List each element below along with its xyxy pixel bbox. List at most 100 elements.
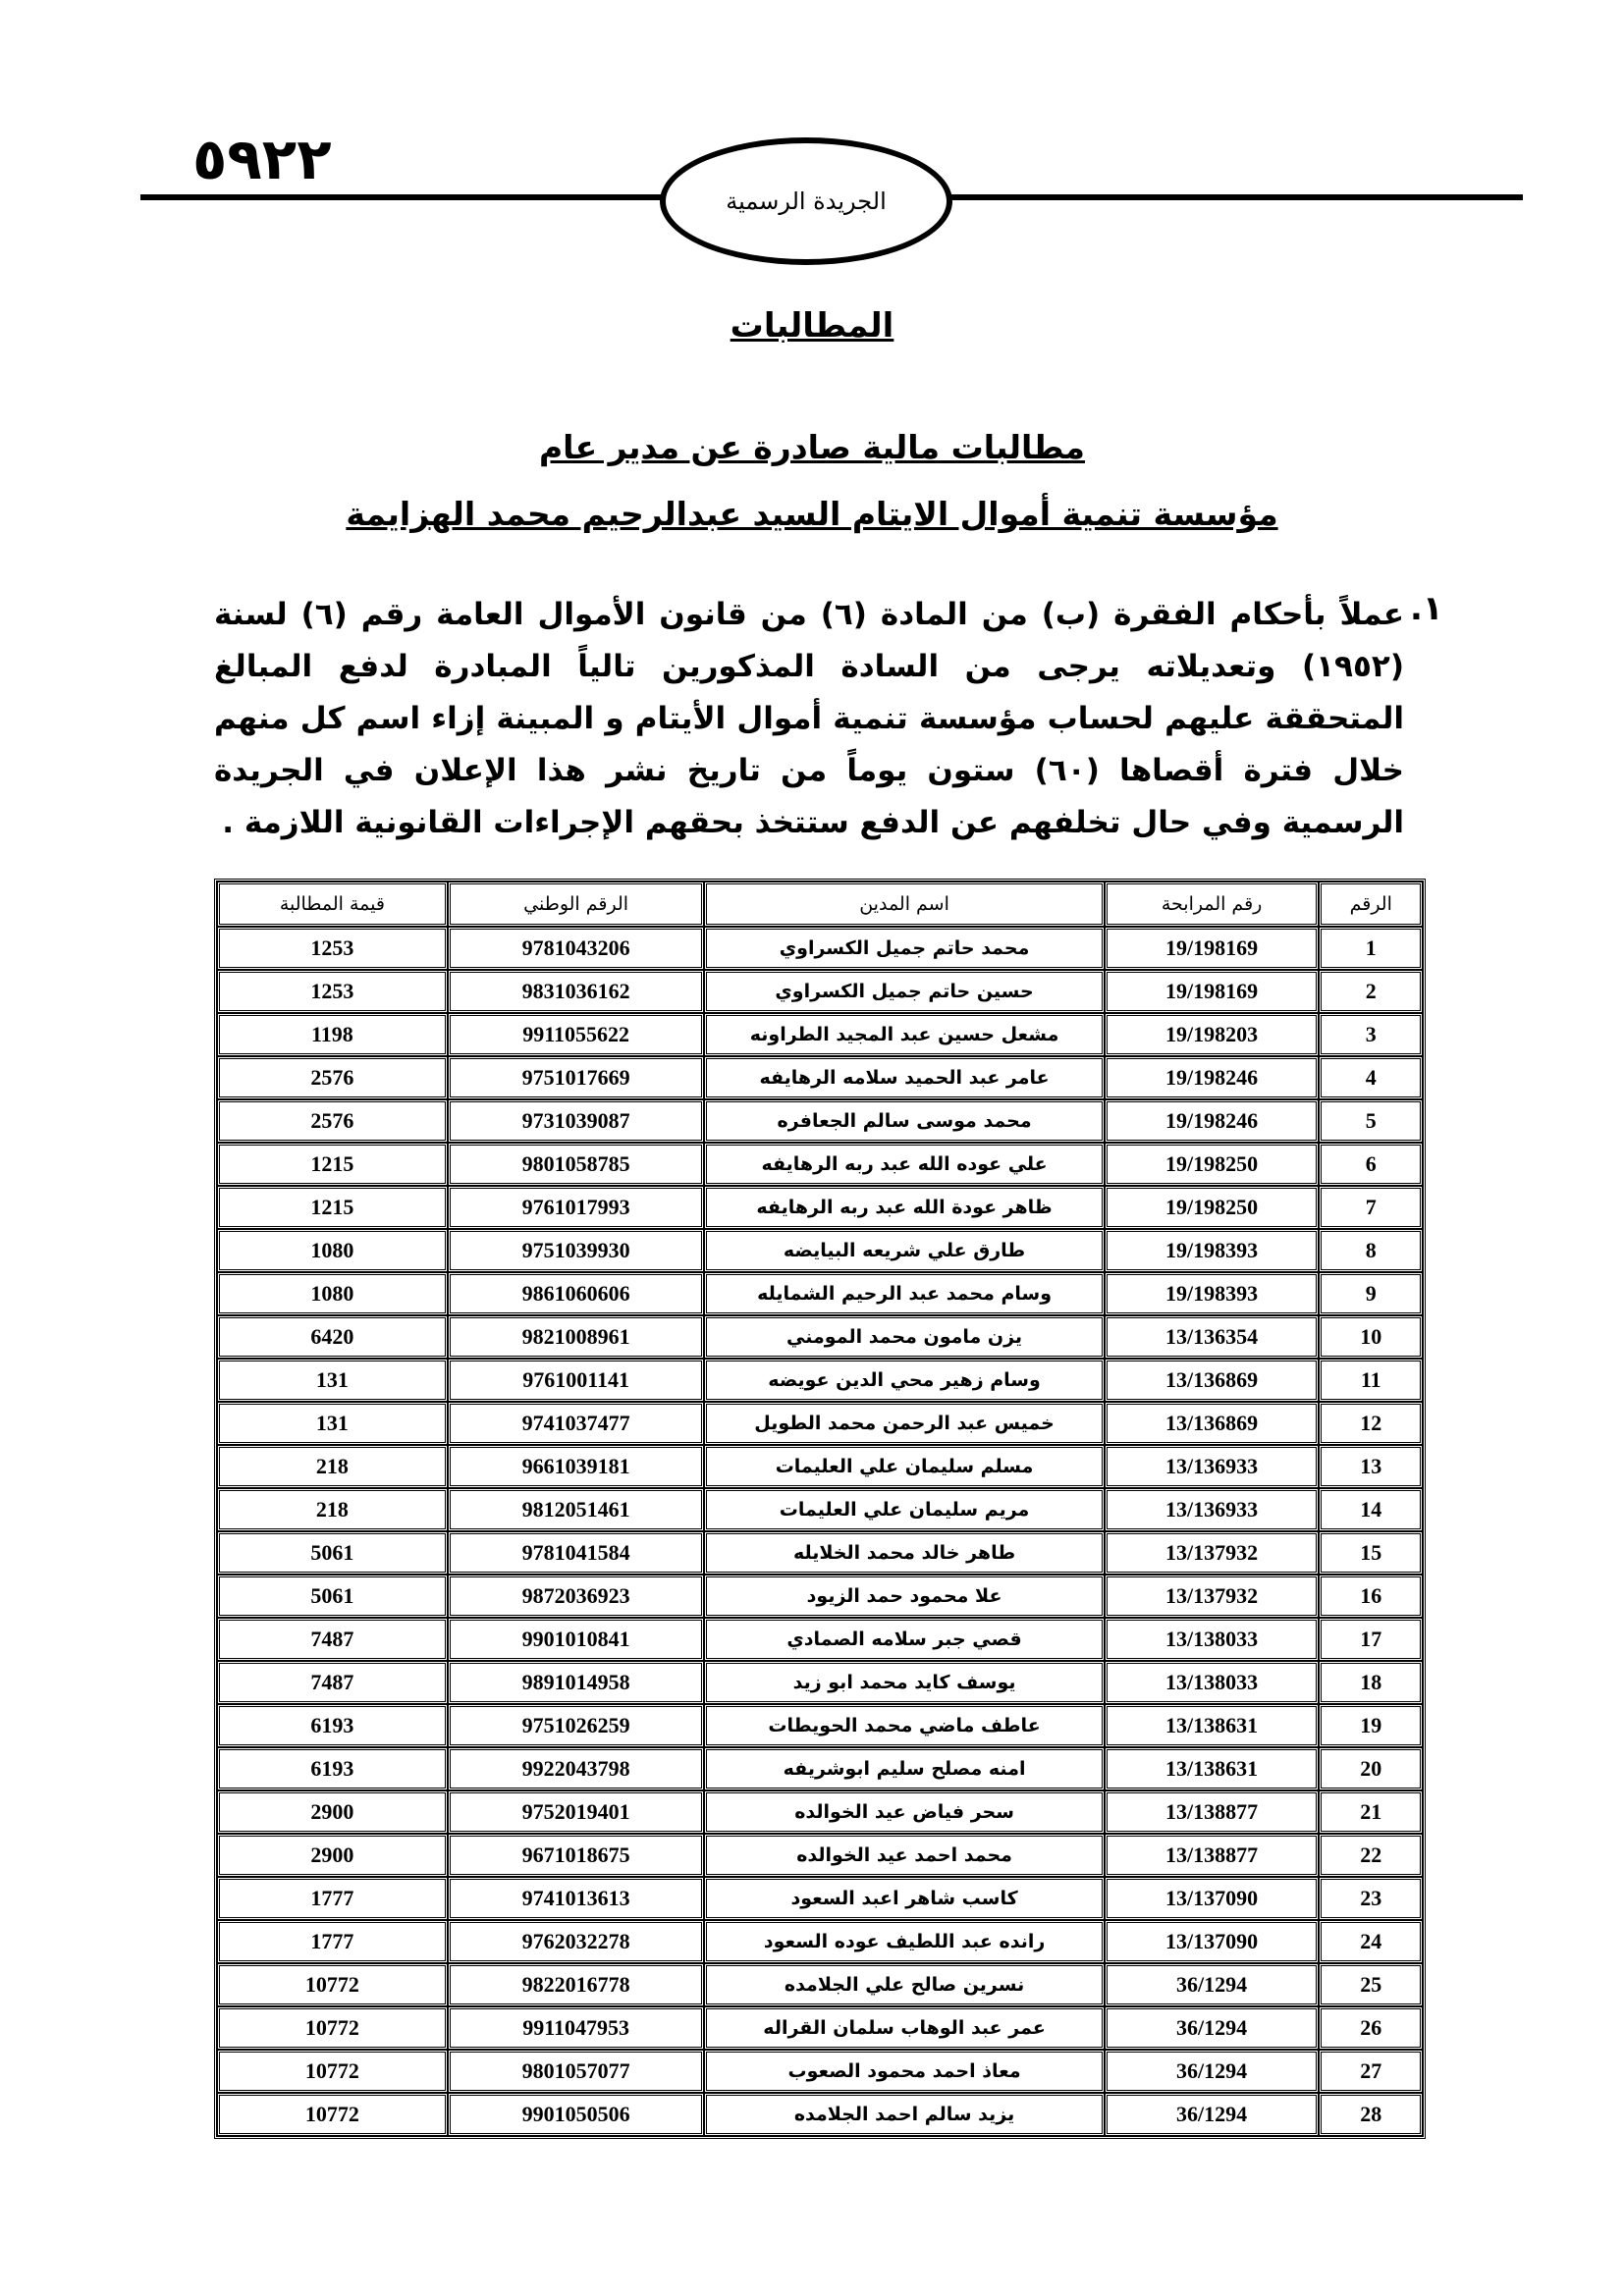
debtor-name: رانده عبد اللطيف عوده السعود (704, 1920, 1105, 1963)
header-claim-amount: قيمة المطالبة (217, 881, 448, 927)
murabaha-number: 36/1294 (1104, 2006, 1320, 2050)
murabaha-number: 13/137090 (1104, 1877, 1320, 1920)
debtor-name: حسين حاتم جميل الكسراوي (704, 970, 1105, 1013)
national-id: 9901050506 (447, 2093, 705, 2136)
row-index: 16 (1319, 1575, 1423, 1618)
table-row: 27 36/1294 معاذ احمد محمود الصعوب 980105707… (217, 2050, 1423, 2093)
table-row: 22 13/138877 محمد احمد عيد الخوالده 9671018… (217, 1834, 1423, 1877)
table-row: 15 13/137932 طاهر خالد محمد الخلايله 978104… (217, 1531, 1423, 1575)
table-row: 18 13/138033 يوسف كايد محمد ابو زيد 9891014… (217, 1661, 1423, 1704)
debtor-name: يزن مامون محمد المومني (704, 1315, 1105, 1359)
publication-name: الجريدة الرسمية (726, 187, 887, 215)
claim-amount: 10772 (217, 2050, 448, 2093)
row-index: 17 (1319, 1618, 1423, 1661)
row-index: 26 (1319, 2006, 1423, 2050)
debtor-name: محمد موسى سالم الجعافره (704, 1099, 1105, 1143)
table-row: 16 13/137932 علا محمود حمد الزيود 987203692… (217, 1575, 1423, 1618)
table-row: 17 13/138033 قصي جبر سلامه الصمادي 99010108… (217, 1618, 1423, 1661)
claim-amount: 218 (217, 1445, 448, 1488)
murabaha-number: 19/198250 (1104, 1143, 1320, 1186)
table-row: 1 19/198169 محمد حاتم جميل الكسراوي 9781043… (217, 927, 1423, 970)
row-index: 2 (1319, 970, 1423, 1013)
table-row: 9 19/198393 وسام محمد عبد الرحيم الشمايله 9… (217, 1272, 1423, 1315)
murabaha-number: 13/136354 (1104, 1315, 1320, 1359)
table-row: 3 19/198203 مشعل حسين عبد المجيد الطراونه 9… (217, 1013, 1423, 1056)
murabaha-number: 13/137932 (1104, 1531, 1320, 1575)
table-row: 8 19/198393 طارق علي شريعه البيايضه 9751039… (217, 1229, 1423, 1272)
claim-amount: 6193 (217, 1704, 448, 1747)
national-id: 9781043206 (447, 927, 705, 970)
row-index: 12 (1319, 1402, 1423, 1445)
debtor-name: قصي جبر سلامه الصمادي (704, 1618, 1105, 1661)
row-index: 14 (1319, 1488, 1423, 1531)
claim-amount: 1777 (217, 1877, 448, 1920)
table-row: 7 19/198250 ظاهر عودة الله عبد ربه الرهايف… (217, 1186, 1423, 1229)
national-id: 9741037477 (447, 1402, 705, 1445)
murabaha-number: 36/1294 (1104, 1963, 1320, 2006)
debtor-name: ظاهر عودة الله عبد ربه الرهايفه (704, 1186, 1105, 1229)
murabaha-number: 19/198169 (1104, 927, 1320, 970)
row-index: 24 (1319, 1920, 1423, 1963)
table-row: 20 13/138631 امنه مصلح سليم ابوشريفه 992204… (217, 1747, 1423, 1790)
row-index: 18 (1319, 1661, 1423, 1704)
claim-amount: 10772 (217, 1963, 448, 2006)
row-index: 15 (1319, 1531, 1423, 1575)
publication-badge: الجريدة الرسمية (660, 137, 952, 265)
claim-amount: 10772 (217, 2093, 448, 2136)
debtor-name: طاهر خالد محمد الخلايله (704, 1531, 1105, 1575)
national-id: 9821008961 (447, 1315, 705, 1359)
claims-table: الرقم رقم المرابحة اسم المدين الرقم الوط… (214, 879, 1426, 2139)
murabaha-number: 13/138631 (1104, 1747, 1320, 1790)
claim-amount: 1198 (217, 1013, 448, 1056)
murabaha-number: 13/136869 (1104, 1402, 1320, 1445)
claim-amount: 1215 (217, 1186, 448, 1229)
header-murabaha: رقم المرابحة (1104, 881, 1320, 927)
national-id: 9761001141 (447, 1359, 705, 1402)
row-index: 1 (1319, 927, 1423, 970)
debtor-name: عمر عبد الوهاب سلمان القراله (704, 2006, 1105, 2050)
row-index: 19 (1319, 1704, 1423, 1747)
debtor-name: كاسب شاهر اعبد السعود (704, 1877, 1105, 1920)
claim-amount: 218 (217, 1488, 448, 1531)
table-row: 10 13/136354 يزن مامون محمد المومني 9821008… (217, 1315, 1423, 1359)
murabaha-number: 13/137090 (1104, 1920, 1320, 1963)
subtitle-issuer: مطالبات مالية صادرة عن مدير عام (539, 428, 1085, 466)
national-id: 9762032278 (447, 1920, 705, 1963)
notice-paragraph: عملاً بأحكام الفقرة (ب) من المادة (٦) من… (214, 597, 1404, 840)
national-id: 9661039181 (447, 1445, 705, 1488)
row-index: 10 (1319, 1315, 1423, 1359)
national-id: 9861060606 (447, 1272, 705, 1315)
row-index: 3 (1319, 1013, 1423, 1056)
section-title: المطالبات (730, 306, 894, 346)
claim-amount: 1080 (217, 1229, 448, 1272)
murabaha-number: 19/198250 (1104, 1186, 1320, 1229)
national-id: 9911055622 (447, 1013, 705, 1056)
debtor-name: مشعل حسين عبد المجيد الطراونه (704, 1013, 1105, 1056)
table-row: 19 13/138631 عاطف ماضي محمد الحويطات 975102… (217, 1704, 1423, 1747)
debtor-name: علا محمود حمد الزيود (704, 1575, 1105, 1618)
murabaha-number: 36/1294 (1104, 2050, 1320, 2093)
row-index: 25 (1319, 1963, 1423, 2006)
claim-amount: 7487 (217, 1618, 448, 1661)
national-id: 9801057077 (447, 2050, 705, 2093)
murabaha-number: 13/136869 (1104, 1359, 1320, 1402)
table-row: 4 19/198246 عامر عبد الحميد سلامه الرهايفه… (217, 1056, 1423, 1099)
item-number: ١. (1410, 589, 1443, 628)
claim-amount: 131 (217, 1359, 448, 1402)
claim-amount: 2900 (217, 1790, 448, 1834)
table-row: 6 19/198250 علي عوده الله عبد ربه الرهايفه… (217, 1143, 1423, 1186)
header-national-id: الرقم الوطني (447, 881, 705, 927)
debtor-name: مسلم سليمان علي العليمات (704, 1445, 1105, 1488)
debtor-name: وسام محمد عبد الرحيم الشمايله (704, 1272, 1105, 1315)
national-id: 9781041584 (447, 1531, 705, 1575)
national-id: 9822016778 (447, 1963, 705, 2006)
murabaha-number: 19/198393 (1104, 1272, 1320, 1315)
debtor-name: يوسف كايد محمد ابو زيد (704, 1661, 1105, 1704)
table-row: 5 19/198246 محمد موسى سالم الجعافره 9731039… (217, 1099, 1423, 1143)
claim-amount: 1253 (217, 927, 448, 970)
claim-amount: 131 (217, 1402, 448, 1445)
claim-amount: 2576 (217, 1056, 448, 1099)
murabaha-number: 13/138033 (1104, 1661, 1320, 1704)
claim-amount: 7487 (217, 1661, 448, 1704)
subtitle-institution: مؤسسة تنمية أموال الايتام السيد عبدالرحي… (346, 495, 1278, 533)
